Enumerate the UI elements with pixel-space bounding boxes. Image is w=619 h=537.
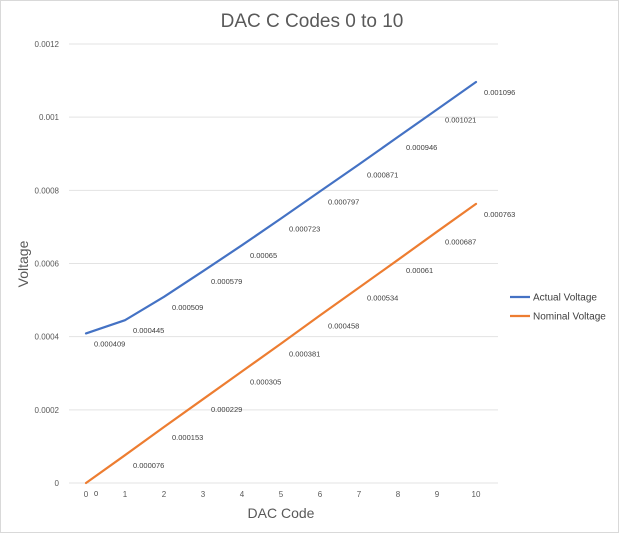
x-tick-label: 2 (162, 490, 167, 499)
y-tick-label: 0.0004 (35, 333, 60, 342)
data-label: 0.00065 (250, 251, 277, 260)
x-tick-label: 6 (318, 490, 323, 499)
x-tick-label: 5 (279, 490, 284, 499)
legend-label: Nominal Voltage (533, 312, 606, 323)
x-tick-label: 4 (240, 490, 245, 499)
data-label: 0.000381 (289, 350, 320, 359)
y-axis-title: Voltage (15, 240, 31, 287)
gridlines (69, 43, 498, 484)
data-label: 0.000153 (172, 433, 203, 442)
data-label: 0.000763 (484, 210, 515, 219)
data-label: 0.000946 (406, 143, 437, 152)
y-tick-label: 0.0002 (35, 406, 60, 415)
data-label: 0.000509 (172, 303, 203, 312)
y-tick-label: 0.0008 (35, 186, 60, 195)
series-line-1 (84, 202, 478, 485)
data-label: 0.000076 (133, 461, 164, 470)
x-tick-label: 0 (84, 490, 89, 499)
x-tick-label: 7 (357, 490, 362, 499)
data-label: 0.000797 (328, 197, 359, 206)
y-tick-label: 0.0012 (35, 40, 60, 49)
y-tick-label: 0.0006 (35, 260, 60, 269)
data-label: 0.000229 (211, 405, 242, 414)
y-tick-label: 0.001 (39, 113, 60, 122)
data-label: 0.000687 (445, 238, 476, 247)
data-label: 0.000579 (211, 277, 242, 286)
data-label: 0.000534 (367, 294, 398, 303)
data-label: 0.001021 (445, 115, 476, 124)
x-tick-label: 1 (123, 490, 128, 499)
data-label: 0.000445 (133, 326, 164, 335)
x-axis-ticks: 0 1 2 3 4 5 6 7 8 9 10 (84, 490, 481, 499)
legend-label: Actual Voltage (533, 293, 597, 304)
series-lines (84, 80, 478, 485)
data-label: 0.000305 (250, 377, 281, 386)
x-axis-title: DAC Code (248, 505, 315, 521)
data-label: 0.001096 (484, 88, 515, 97)
series-line-0 (84, 80, 478, 335)
y-tick-label: 0 (55, 479, 60, 488)
data-label: 0.00061 (406, 266, 433, 275)
data-label: 0.000871 (367, 170, 398, 179)
data-label: 0.000458 (328, 321, 359, 330)
legend: Actual Voltage Nominal Voltage (510, 293, 606, 323)
data-label: 0.000409 (94, 339, 125, 348)
data-labels: 0.000409 0.000445 0.000509 0.000579 0.00065 0… (94, 88, 515, 498)
y-axis-ticks: 0 0.0002 0.0004 0.0006 0.0008 0.001 0.0012 (35, 40, 60, 488)
x-tick-label: 9 (435, 490, 440, 499)
data-label: 0.000723 (289, 225, 320, 234)
chart-title: DAC C Codes 0 to 10 (221, 11, 404, 32)
x-tick-label: 3 (201, 490, 206, 499)
x-tick-label: 8 (396, 490, 401, 499)
data-label: 0 (94, 489, 98, 498)
x-tick-label: 10 (472, 490, 481, 499)
